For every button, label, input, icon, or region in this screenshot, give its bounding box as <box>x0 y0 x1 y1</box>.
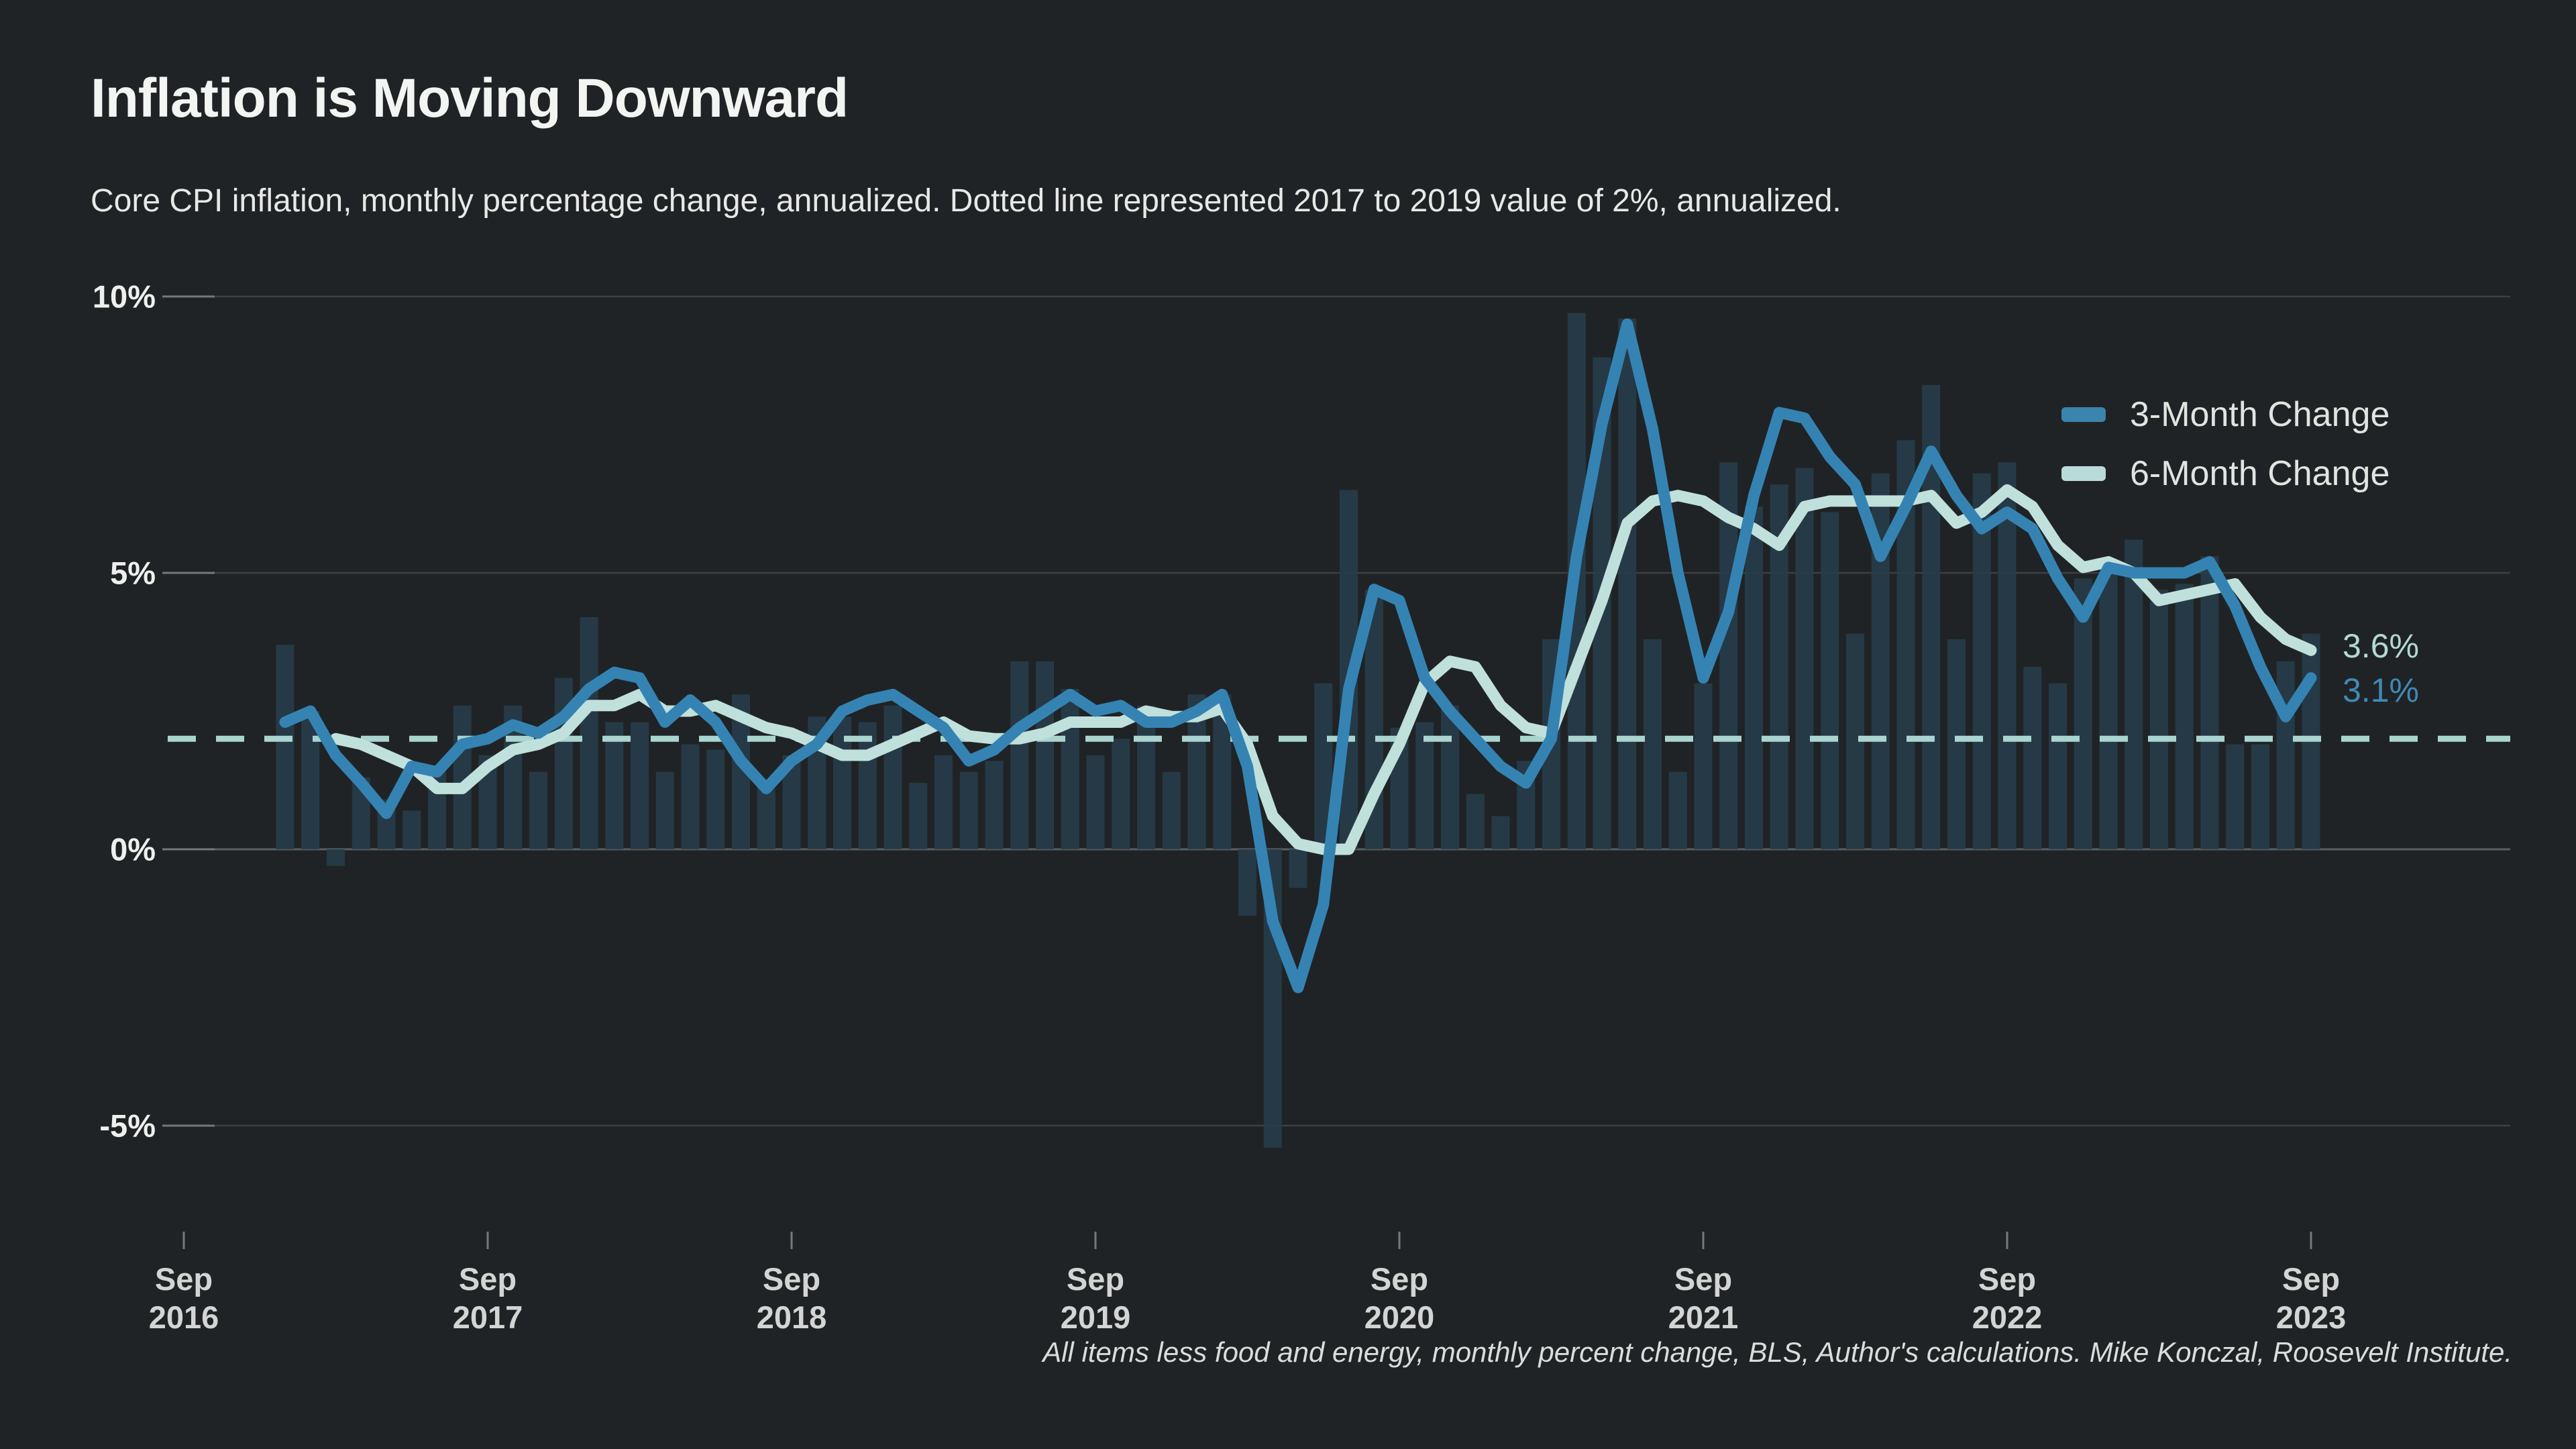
bar-month <box>1694 683 1713 849</box>
x-tick-label-2023: Sep 2023 <box>2275 1261 2347 1335</box>
line-3-month <box>279 318 2317 994</box>
source-note: All items less food and energy, monthly … <box>1042 1336 2512 1368</box>
y-tick-label--5: -5% <box>99 1108 156 1144</box>
bar-month <box>580 616 598 849</box>
end-value-label-6-month: 3.6% <box>2343 627 2419 665</box>
x-tick-label-2021: Sep 2021 <box>1668 1261 1739 1335</box>
page-title: Inflation is Moving Downward <box>91 68 849 129</box>
bar-month <box>2099 573 2118 849</box>
x-tick-label-2017: Sep 2017 <box>452 1261 523 1335</box>
bar-month <box>681 744 700 849</box>
bar-month <box>1618 318 1637 850</box>
bar-month <box>655 771 674 849</box>
legend-label-3-month: 3-Month Change <box>2130 395 2390 434</box>
bar-month <box>1289 849 1307 888</box>
bar-month <box>1795 468 1814 849</box>
bar-month <box>1441 705 1459 849</box>
bar-month <box>1162 771 1181 849</box>
bar-month <box>934 755 953 849</box>
x-tick-label-2022: Sep 2022 <box>1972 1261 2043 1335</box>
bar-month <box>2125 539 2143 849</box>
legend-item-6-month: 6-Month Change <box>2061 453 2390 494</box>
y-tick-label-0: 0% <box>110 831 156 867</box>
bar-month <box>1947 639 1966 849</box>
page-subtitle: Core CPI inflation, monthly percentage c… <box>91 183 1841 219</box>
bar-month <box>2074 578 2092 849</box>
legend-label-6-month: 6-Month Change <box>2130 454 2390 493</box>
bar-month <box>1415 722 1434 849</box>
bar-month <box>1644 639 1662 849</box>
bar-month <box>1972 473 1991 849</box>
bar-month <box>2276 661 2295 849</box>
legend-swatch-6-month-icon <box>2061 466 2106 481</box>
x-tick-label-2019: Sep 2019 <box>1060 1261 1131 1335</box>
bar-month <box>605 722 624 849</box>
bar-month <box>757 788 775 849</box>
bar-month <box>985 761 1004 849</box>
bar-month <box>1238 849 1256 916</box>
bar-month <box>327 849 345 866</box>
bar-month <box>1745 506 1763 849</box>
bar-month <box>1061 689 1079 849</box>
bar-month <box>1491 816 1510 849</box>
legend-item-3-month: 3-Month Change <box>2061 394 2390 435</box>
bar-month <box>2049 683 2067 849</box>
x-tick-label-2020: Sep 2020 <box>1364 1261 1435 1335</box>
bar-month <box>1466 794 1485 849</box>
bar-month <box>2175 584 2194 849</box>
bar-month <box>1112 739 1130 849</box>
bar-month <box>2226 744 2245 849</box>
bar-month <box>1668 771 1687 849</box>
bar-month <box>883 705 902 849</box>
bar-month <box>1010 661 1029 849</box>
bar-month <box>276 645 294 849</box>
x-tick-label-2016: Sep 2016 <box>148 1261 219 1335</box>
y-tick-label-5: 5% <box>110 555 156 591</box>
bar-month <box>631 722 649 849</box>
bar-month <box>959 771 978 849</box>
bar-month <box>1137 705 1155 849</box>
x-tick-label-2018: Sep 2018 <box>756 1261 827 1335</box>
bar-month <box>2200 556 2219 849</box>
legend: 3-Month Change 6-Month Change <box>2061 394 2390 494</box>
bar-month <box>529 771 547 849</box>
bar-month <box>301 711 320 849</box>
bar-month <box>1086 755 1105 849</box>
y-tick-label-10: 10% <box>92 278 156 315</box>
bar-month <box>909 783 928 849</box>
bar-month <box>402 810 421 849</box>
bar-month <box>1036 661 1054 849</box>
bar-month <box>2251 744 2269 849</box>
end-value-label-3-month: 3.1% <box>2343 672 2419 709</box>
bar-month <box>706 749 725 849</box>
bar-month <box>2150 589 2168 849</box>
legend-swatch-3-month-icon <box>2061 407 2106 422</box>
bar-month <box>2023 667 2042 849</box>
bar-month <box>1719 462 1738 849</box>
bar-month <box>1821 512 1839 849</box>
bar-month <box>858 722 877 849</box>
bar-month <box>1998 462 2017 849</box>
